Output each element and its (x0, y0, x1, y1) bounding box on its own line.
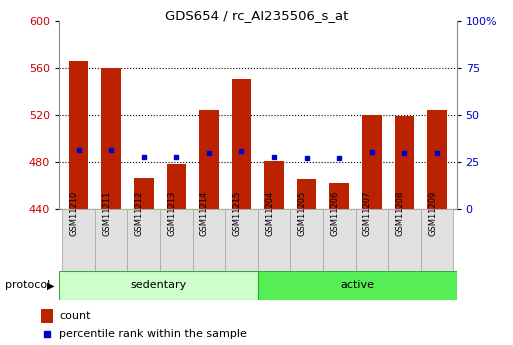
Text: ▶: ▶ (47, 280, 54, 290)
Bar (62, 209, 95, 271)
Text: count: count (60, 311, 91, 321)
Bar (394, 116, 414, 209)
Bar (134, 178, 153, 209)
Bar (225, 209, 258, 271)
Text: GSM11206: GSM11206 (330, 191, 339, 236)
Bar (102, 68, 121, 209)
Text: GSM11211: GSM11211 (102, 191, 111, 236)
Bar (362, 115, 382, 209)
Bar (323, 209, 356, 271)
Bar (41, 309, 53, 323)
Text: percentile rank within the sample: percentile rank within the sample (60, 329, 247, 339)
Bar (192, 209, 225, 271)
Bar (160, 209, 192, 271)
Text: GSM11213: GSM11213 (167, 191, 176, 236)
Text: GSM11210: GSM11210 (70, 191, 78, 236)
Bar (356, 209, 388, 271)
Bar (297, 179, 317, 209)
Text: GSM11209: GSM11209 (428, 191, 437, 236)
Text: GSM11208: GSM11208 (396, 191, 404, 236)
Bar (388, 209, 421, 271)
Bar (264, 160, 284, 209)
Bar (95, 209, 127, 271)
Bar (290, 209, 323, 271)
Bar (59, 271, 258, 300)
Bar (167, 164, 186, 209)
Text: GSM11204: GSM11204 (265, 191, 274, 236)
Bar (127, 209, 160, 271)
Text: sedentary: sedentary (130, 280, 187, 290)
Text: GSM11207: GSM11207 (363, 191, 372, 236)
Bar (258, 271, 457, 300)
Text: GSM11215: GSM11215 (232, 191, 242, 236)
Bar (199, 110, 219, 209)
Text: GDS654 / rc_AI235506_s_at: GDS654 / rc_AI235506_s_at (165, 9, 348, 22)
Text: active: active (340, 280, 374, 290)
Text: protocol: protocol (5, 280, 50, 290)
Bar (329, 183, 349, 209)
Text: GSM11214: GSM11214 (200, 191, 209, 236)
Bar (421, 209, 453, 271)
Text: GSM11212: GSM11212 (135, 191, 144, 236)
Bar (232, 79, 251, 209)
Bar (258, 209, 290, 271)
Text: GSM11205: GSM11205 (298, 191, 307, 236)
Bar (69, 61, 88, 209)
Bar (427, 110, 447, 209)
